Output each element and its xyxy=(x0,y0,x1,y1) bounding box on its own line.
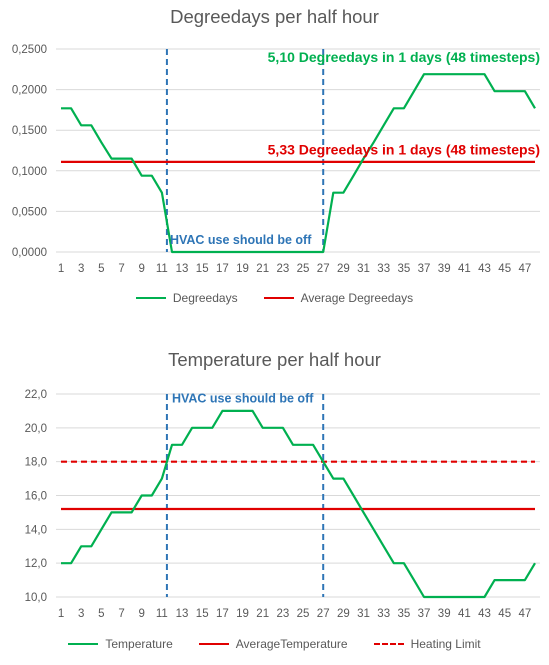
x-tick-label: 27 xyxy=(317,608,330,620)
x-tick-label: 41 xyxy=(458,608,471,620)
annotation-label: HVAC use should be off xyxy=(172,391,314,405)
temperature-plot: 10,012,014,016,018,020,022,01 3 5 7 9 11 13 15 1… xyxy=(25,389,540,620)
y-tick-label: 18,0 xyxy=(25,457,47,469)
x-tick-label: 43 xyxy=(478,608,491,620)
annotation-label: HVAC use should be off xyxy=(170,233,312,247)
legend-swatch-temperature xyxy=(68,643,99,645)
chart-legend: Temperature AverageTemperature Heating L… xyxy=(0,637,549,651)
x-tick-label: 35 xyxy=(397,263,410,275)
x-tick-label: 1 xyxy=(58,608,64,620)
x-tick-label: 7 xyxy=(118,263,124,275)
x-tick-label: 5 xyxy=(98,263,104,275)
annotation-label: 5,33 Degreedays in 1 days (48 timesteps) xyxy=(268,142,540,158)
x-tick-label: 7 xyxy=(118,608,124,620)
legend-label: AverageTemperature xyxy=(235,637,348,651)
y-tick-label: 0,0500 xyxy=(12,206,47,218)
legend-item-average-degreedays: Average Degreedays xyxy=(263,291,414,305)
x-tick-label: 21 xyxy=(256,263,269,275)
legend-swatch-average-degreedays xyxy=(263,297,294,299)
x-tick-label: 45 xyxy=(498,608,511,620)
x-tick-label: 13 xyxy=(176,263,189,275)
x-tick-label: 3 xyxy=(78,263,84,275)
x-tick-label: 11 xyxy=(156,263,168,275)
x-tick-label: 39 xyxy=(438,263,451,275)
x-tick-label: 29 xyxy=(337,263,350,275)
x-tick-label: 35 xyxy=(397,608,410,620)
y-tick-label: 0,1500 xyxy=(12,125,47,137)
legend-swatch-degreedays xyxy=(135,297,166,299)
x-tick-label: 25 xyxy=(297,608,310,620)
y-tick-label: 22,0 xyxy=(25,389,47,401)
series-line-temperature xyxy=(61,409,536,599)
chart-legend: Degreedays Average Degreedays xyxy=(0,291,549,305)
x-tick-label: 43 xyxy=(478,263,491,275)
chart-title: Degreedays per half hour xyxy=(170,6,379,27)
x-tick-label: 47 xyxy=(518,608,531,620)
y-tick-label: 0,2500 xyxy=(12,44,47,56)
x-tick-label: 39 xyxy=(438,608,451,620)
x-tick-label: 25 xyxy=(297,263,310,275)
legend-item-heating-limit: Heating Limit xyxy=(373,637,481,651)
x-tick-label: 47 xyxy=(518,263,531,275)
temperature-chart: Temperature per half hour 10,0 12,0 14,0 16… xyxy=(0,343,549,665)
x-tick-label: 17 xyxy=(216,263,229,275)
x-tick-label: 5 xyxy=(98,608,104,620)
series-line-degreedays xyxy=(61,73,536,254)
x-tick-label: 23 xyxy=(276,263,289,275)
legend-item-average-temperature: AverageTemperature xyxy=(198,637,348,651)
degreedays-chart: Degreedays per half hour 0,0000 0,0500 0,1… xyxy=(0,0,549,320)
y-tick-label: 0,1000 xyxy=(12,166,47,178)
y-tick-label: 0,0000 xyxy=(12,247,47,259)
annotation-label: 5,10 Degreedays in 1 days (48 timesteps) xyxy=(268,49,540,65)
legend-item-degreedays: Degreedays xyxy=(135,291,238,305)
y-tick-label: 12,0 xyxy=(25,558,47,570)
legend-swatch-heating-limit xyxy=(373,643,404,645)
y-tick-label: 14,0 xyxy=(25,524,47,536)
legend-label: Heating Limit xyxy=(410,637,481,651)
x-tick-label: 19 xyxy=(236,263,249,275)
x-tick-label: 15 xyxy=(196,263,209,275)
legend-label: Degreedays xyxy=(172,291,238,305)
x-tick-label: 29 xyxy=(337,608,350,620)
legend-item-temperature: Temperature xyxy=(68,637,173,651)
x-tick-label: 23 xyxy=(276,608,289,620)
x-tick-label: 11 xyxy=(156,608,168,620)
x-tick-label: 45 xyxy=(498,263,511,275)
y-tick-label: 16,0 xyxy=(25,491,47,503)
x-tick-label: 17 xyxy=(216,608,229,620)
x-tick-label: 13 xyxy=(176,608,189,620)
x-tick-label: 27 xyxy=(317,263,330,275)
x-tick-label: 33 xyxy=(377,608,390,620)
x-tick-label: 9 xyxy=(139,263,145,275)
x-tick-label: 37 xyxy=(418,608,431,620)
x-tick-label: 33 xyxy=(377,263,390,275)
y-tick-label: 20,0 xyxy=(25,423,47,435)
x-tick-label: 37 xyxy=(418,263,431,275)
y-tick-label: 10,0 xyxy=(25,592,47,604)
x-tick-label: 9 xyxy=(139,608,145,620)
y-tick-label: 0,2000 xyxy=(12,85,47,97)
x-tick-label: 3 xyxy=(78,608,84,620)
chart-title: Temperature per half hour xyxy=(168,349,381,370)
x-tick-label: 19 xyxy=(236,608,249,620)
legend-label: Temperature xyxy=(105,637,173,651)
x-tick-label: 21 xyxy=(256,608,269,620)
legend-label: Average Degreedays xyxy=(300,291,414,305)
x-tick-label: 15 xyxy=(196,608,209,620)
x-tick-label: 31 xyxy=(357,608,370,620)
legend-swatch-average-temperature xyxy=(198,643,229,645)
x-tick-label: 31 xyxy=(357,263,370,275)
x-tick-label: 41 xyxy=(458,263,471,275)
x-tick-label: 1 xyxy=(58,263,64,275)
